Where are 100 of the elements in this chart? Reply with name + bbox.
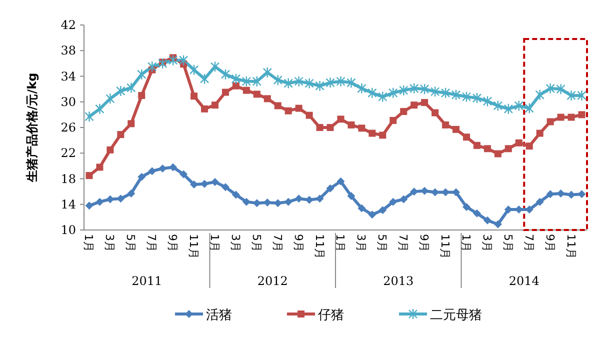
text: 2013	[383, 274, 414, 288]
point	[546, 190, 554, 198]
point	[116, 194, 125, 203]
point	[138, 92, 146, 99]
x-tick-label: 5月	[376, 234, 389, 252]
point	[390, 116, 397, 124]
point	[326, 77, 335, 88]
y-tick-label: 34	[60, 69, 76, 84]
point	[462, 134, 470, 141]
point	[294, 76, 304, 87]
point	[180, 170, 188, 178]
point	[524, 102, 534, 114]
point	[526, 142, 533, 150]
point	[210, 178, 219, 186]
point	[210, 61, 220, 72]
point	[358, 204, 366, 212]
point	[504, 103, 514, 115]
point	[284, 198, 292, 206]
point	[137, 68, 146, 80]
point	[430, 86, 440, 98]
x-tick-label: 9月	[543, 234, 556, 252]
point	[252, 76, 262, 87]
point	[294, 194, 303, 203]
point	[462, 91, 472, 102]
y-tick-label: 42	[60, 18, 76, 32]
point	[221, 183, 230, 192]
point	[368, 210, 376, 219]
point	[557, 114, 564, 121]
point	[127, 189, 136, 198]
x-tick-label: 9月	[418, 234, 431, 252]
point	[482, 96, 492, 107]
point	[473, 142, 480, 149]
point	[556, 83, 566, 95]
point	[242, 86, 250, 94]
point	[442, 121, 450, 128]
point	[200, 73, 210, 84]
y-tick-label: 18	[60, 172, 76, 186]
point	[421, 99, 428, 106]
point	[452, 126, 460, 133]
point	[326, 184, 334, 192]
point	[158, 58, 168, 70]
y-axis-title: 生猪产品价格/元/kg	[25, 72, 39, 184]
y-tick-label: 30	[60, 94, 76, 109]
text: 2014	[508, 274, 540, 288]
point	[211, 102, 218, 109]
y-tick-label: 26	[60, 120, 76, 134]
x-tick-label: 9月	[292, 234, 305, 252]
point	[347, 192, 356, 200]
point	[462, 202, 470, 211]
legend-label: 仔猪	[318, 308, 344, 323]
point	[148, 167, 156, 176]
point	[546, 82, 555, 94]
x-tick-label: 7月	[270, 234, 284, 252]
point	[96, 164, 104, 171]
point	[284, 107, 292, 114]
point	[96, 198, 104, 206]
point	[409, 82, 419, 94]
point	[440, 87, 450, 99]
point	[106, 93, 115, 104]
point	[252, 199, 261, 208]
point	[336, 76, 346, 87]
point	[117, 131, 124, 138]
y-tick-label: 38	[60, 44, 76, 58]
point	[378, 206, 387, 214]
point	[400, 195, 408, 204]
point	[578, 111, 586, 118]
point	[232, 82, 240, 90]
x-tick-label: 3月	[228, 234, 242, 252]
point	[262, 66, 272, 78]
y-tick-label: 22	[60, 146, 76, 160]
point	[138, 172, 146, 181]
point	[420, 186, 429, 195]
x-tick-label: 1月	[459, 234, 472, 252]
point	[536, 130, 544, 137]
x-tick-label: 3月	[103, 234, 116, 252]
point	[242, 76, 252, 87]
point	[222, 88, 229, 96]
point	[535, 89, 544, 100]
point	[368, 87, 377, 99]
x-tick-label: 9月	[166, 234, 180, 252]
point	[190, 92, 198, 100]
point	[232, 190, 240, 199]
point	[295, 104, 302, 112]
point	[284, 78, 293, 89]
point	[410, 188, 418, 196]
point	[494, 220, 502, 228]
point	[126, 82, 136, 94]
x-tick-label: 5月	[250, 234, 263, 252]
point	[546, 118, 554, 126]
point	[357, 82, 366, 94]
point	[304, 78, 314, 89]
x-tick-label: 11月	[312, 234, 326, 259]
x-tick-label: 11月	[187, 234, 200, 259]
point	[368, 130, 376, 137]
point	[85, 202, 94, 210]
point	[410, 102, 418, 109]
point	[274, 102, 282, 110]
point	[566, 90, 576, 102]
x-tick-label: 7月	[522, 234, 536, 252]
point	[148, 61, 157, 72]
